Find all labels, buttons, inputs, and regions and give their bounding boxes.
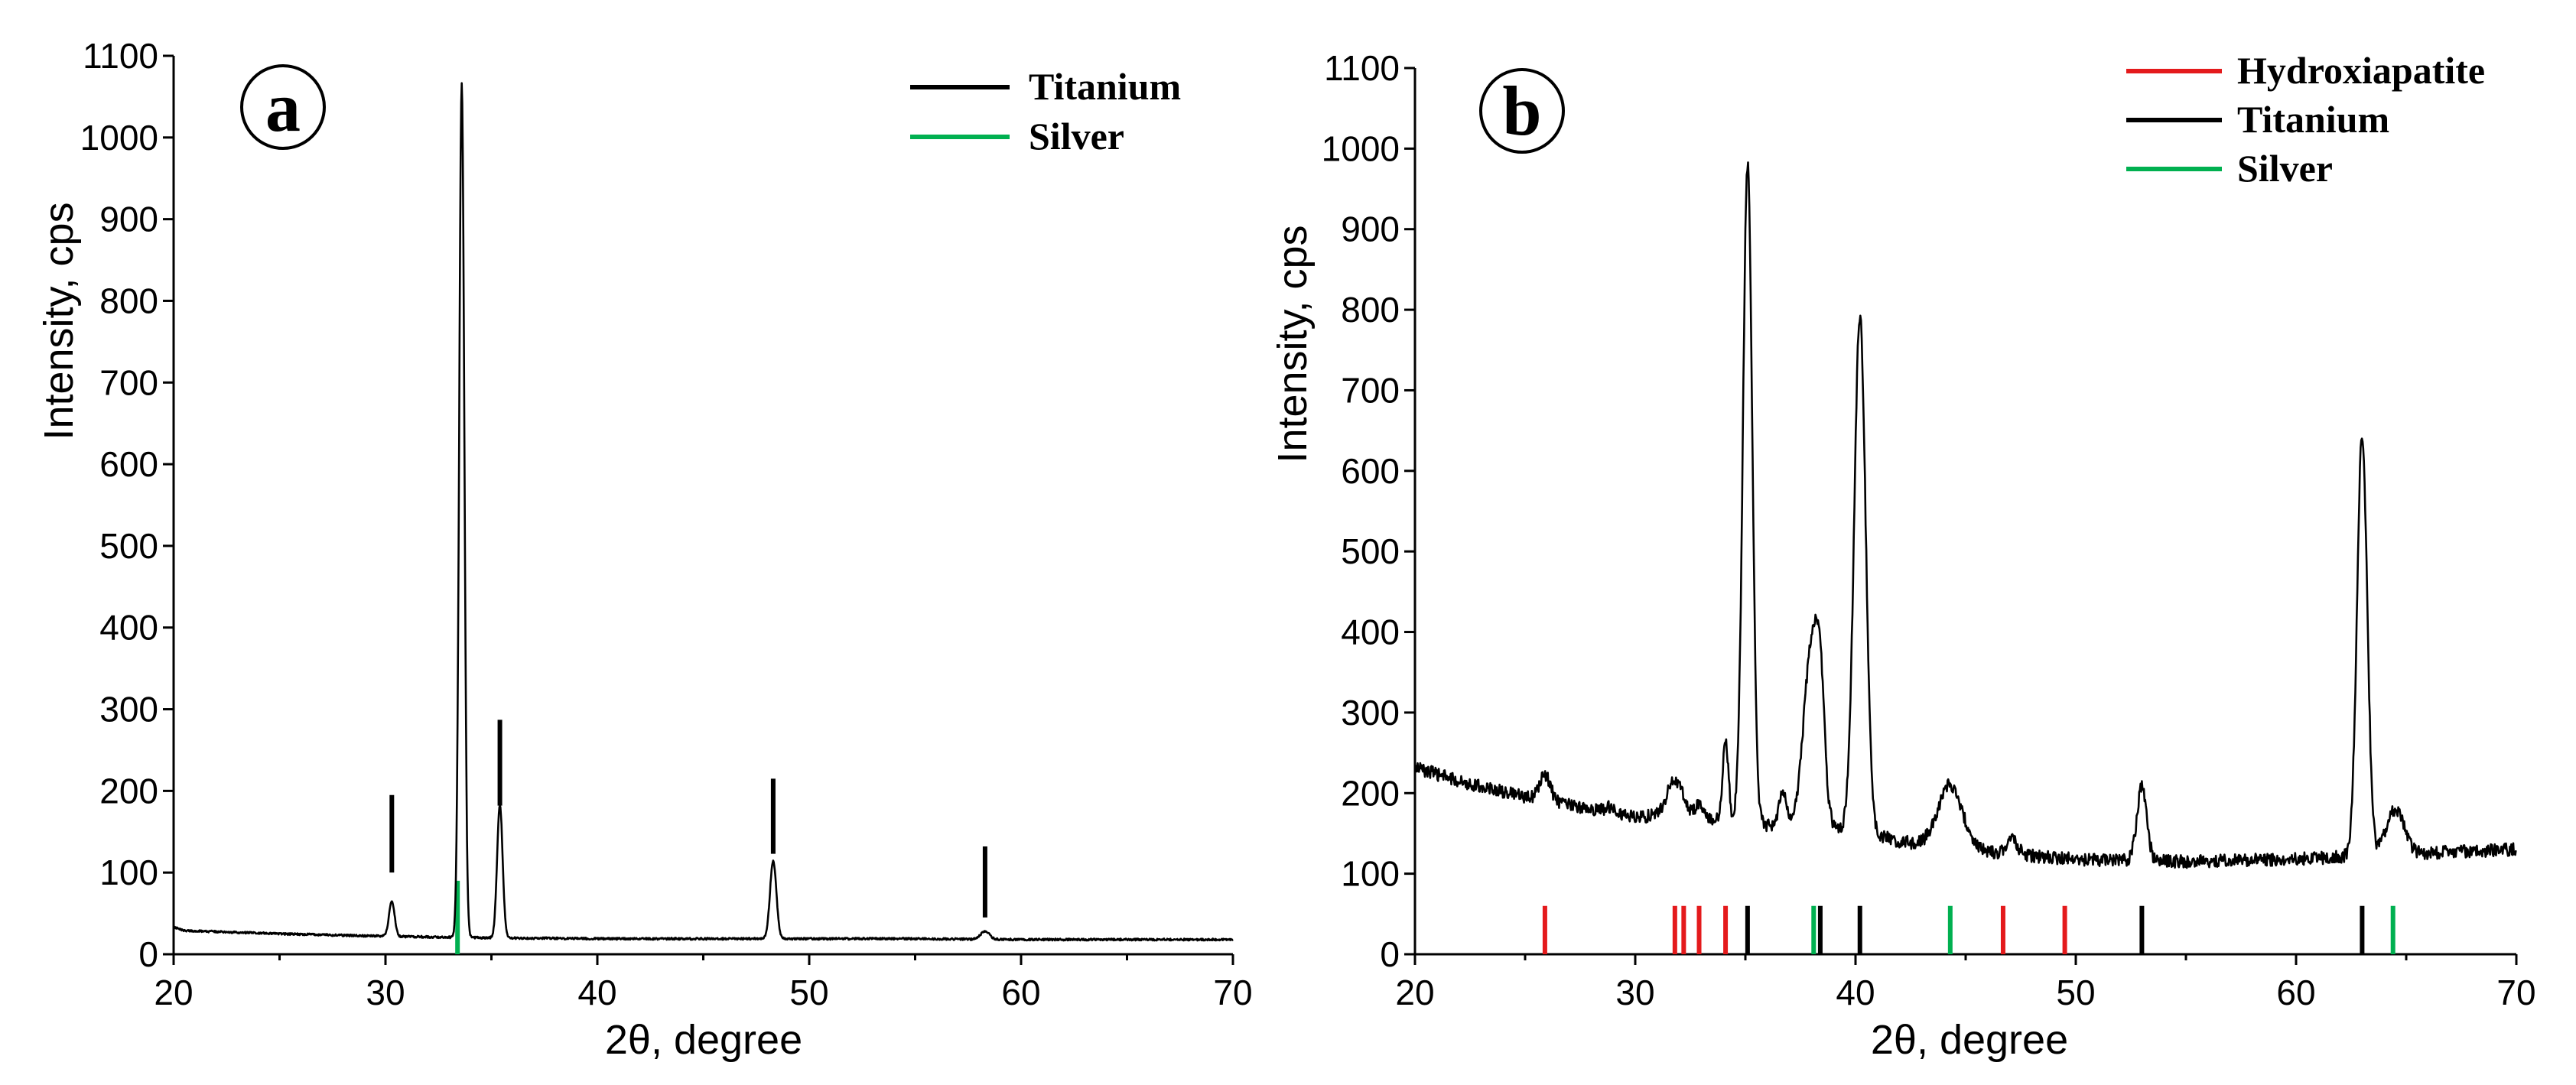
y-tick-label-b: 200: [1341, 773, 1400, 813]
y-tick-label-b: 300: [1341, 693, 1400, 733]
xrd-pattern-a: [172, 82, 1234, 942]
y-tick-label-b: 600: [1341, 451, 1400, 491]
x-axis-title-a: 2θ, degree: [605, 1017, 802, 1063]
y-tick-label-b: 1000: [1322, 128, 1400, 168]
y-axis-title-a: Intensity, cps: [36, 202, 82, 440]
legend-label-silver-b: Silver: [2237, 147, 2333, 190]
y-axis-title-b: Intensity, cps: [1270, 225, 1316, 463]
axes-b: 0 100 200 300 400 500 600 700 800 900 1000 1100 20 30…: [1322, 48, 2536, 1012]
panel-badge-a: [240, 64, 326, 150]
x-tick-label-b: 40: [1836, 973, 1875, 1012]
y-tick-label-b: 800: [1341, 290, 1400, 330]
panel-label-a: a: [265, 68, 301, 146]
x-tick-label-a: 20: [154, 973, 193, 1012]
x-tick-label-a: 40: [577, 973, 616, 1012]
y-tick-label-b: 500: [1341, 531, 1400, 571]
axes-a: 0 100 200 300 400 500 600 700 800 900 1000 1100 20 30…: [80, 36, 1253, 1012]
y-tick-label-a: 500: [99, 526, 158, 566]
y-tick-label-a: 0: [138, 934, 158, 974]
reference-lines-b: [1542, 905, 2395, 954]
y-tick-label-a: 1000: [80, 118, 158, 158]
y-tick-label-b: 900: [1341, 210, 1400, 249]
y-tick-label-b: 400: [1341, 612, 1400, 652]
reference-lines-a: [389, 720, 987, 954]
legend-label-titanium: Titanium: [1029, 65, 1181, 108]
x-tick-label-a: 50: [789, 973, 828, 1012]
y-tick-label-a: 700: [99, 362, 158, 402]
xrd-pattern-b: [1413, 161, 2517, 869]
y-tick-label-a: 1100: [83, 36, 158, 76]
y-tick-label-a: 200: [99, 771, 158, 811]
x-tick-label-b: 30: [1615, 973, 1654, 1012]
y-tick-label-a: 600: [99, 444, 158, 484]
chart-panel-a: 0 100 200 300 400 500 600 700 800 900 1000 1100 20 30…: [36, 36, 1253, 1063]
legend-label-titanium-b: Titanium: [2237, 98, 2389, 141]
y-tick-label-a: 100: [99, 853, 158, 892]
x-tick-label-b: 60: [2276, 973, 2315, 1012]
x-tick-label-b: 70: [2496, 973, 2535, 1012]
x-tick-label-b: 50: [2056, 973, 2095, 1012]
x-axis-title-b: 2θ, degree: [1871, 1017, 2068, 1063]
x-tick-label-a: 70: [1213, 973, 1252, 1012]
y-tick-label-b: 0: [1380, 934, 1400, 974]
x-tick-label-b: 20: [1395, 973, 1434, 1012]
y-tick-label-a: 400: [99, 608, 158, 648]
y-tick-label-b: 700: [1341, 370, 1400, 410]
y-tick-label-a: 900: [99, 200, 158, 239]
x-tick-label-a: 30: [366, 973, 405, 1012]
legend-label-silver: Silver: [1029, 115, 1124, 158]
panel-badge-b: [1479, 68, 1565, 154]
legend-b: Hydroxiapatite Titanium Silver: [2126, 49, 2485, 190]
x-tick-label-a: 60: [1001, 973, 1040, 1012]
chart-panel-b: 0 100 200 300 400 500 600 700 800 900 1000 1100 20 30…: [1270, 48, 2536, 1063]
panel-label-b: b: [1502, 72, 1541, 150]
y-tick-label-a: 800: [99, 281, 158, 320]
legend-a: Titanium Silver: [910, 65, 1181, 158]
y-tick-label-b: 100: [1341, 854, 1400, 894]
y-tick-label-b: 1100: [1324, 48, 1400, 88]
y-tick-label-a: 300: [99, 690, 158, 729]
legend-label-hydroxiapatite: Hydroxiapatite: [2237, 49, 2485, 92]
